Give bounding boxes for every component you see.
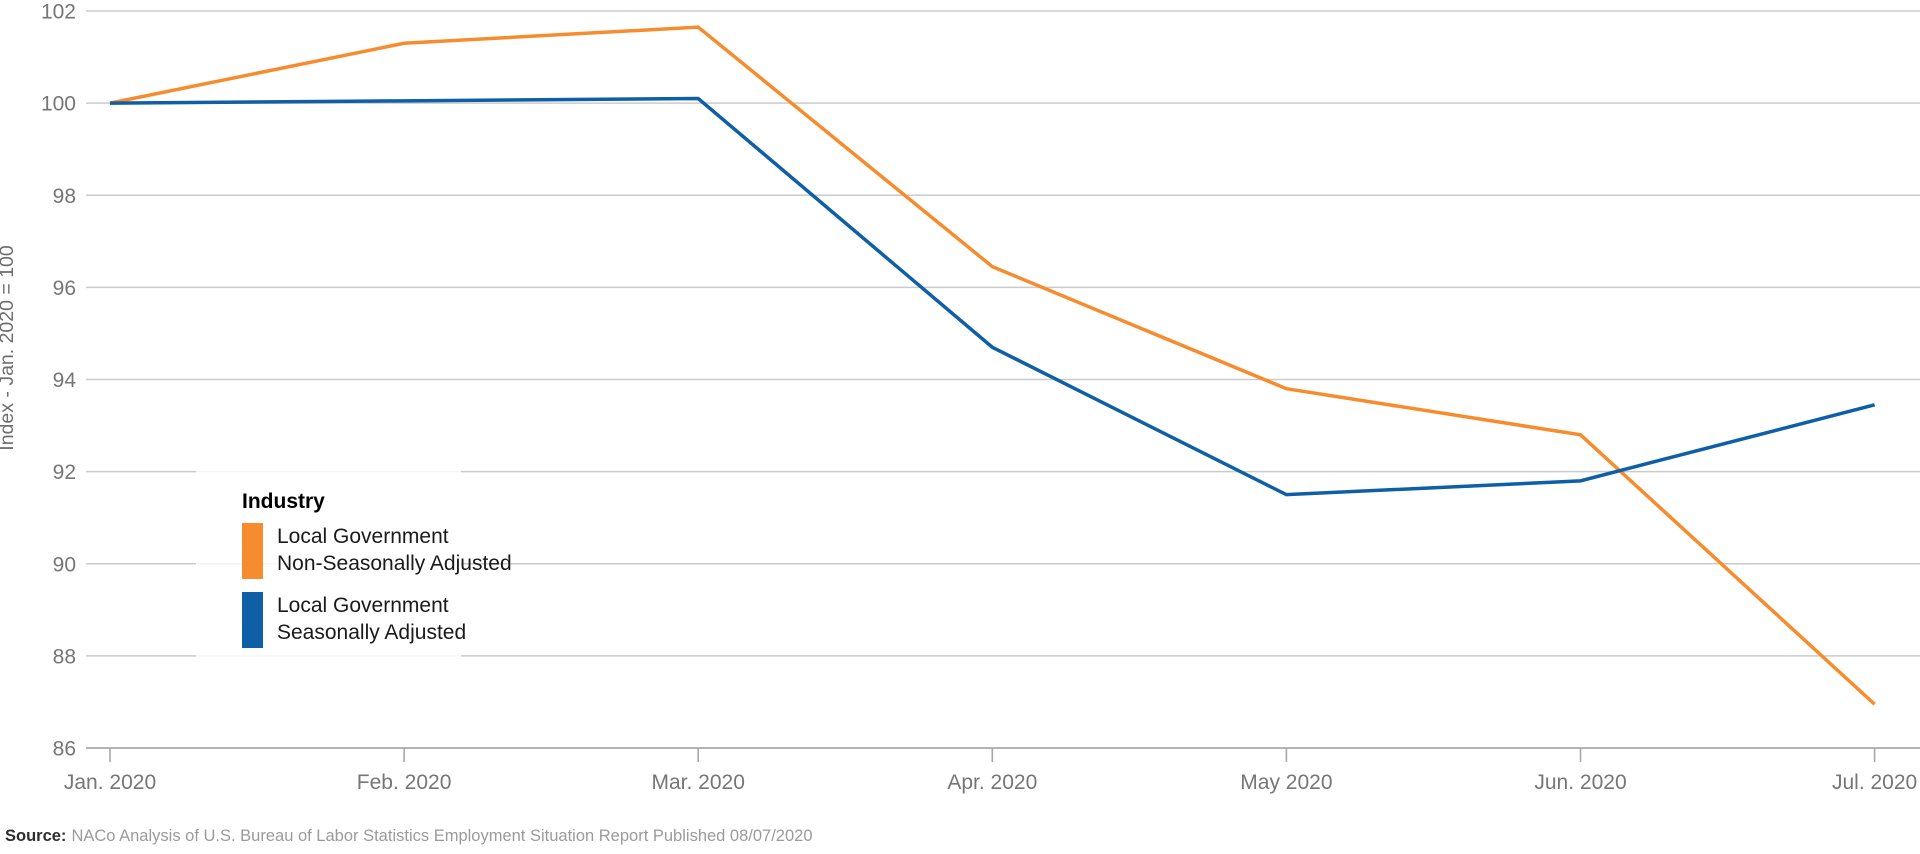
- y-tick-label: 100: [41, 93, 76, 116]
- legend-items: Local Government Non-Seasonally Adjusted L…: [242, 523, 512, 648]
- source-note: Source: NACo Analysis of U.S. Bureau of L…: [5, 827, 813, 846]
- legend-item: Local Government Seasonally Adjusted: [242, 592, 466, 648]
- y-tick-label: 92: [53, 461, 76, 484]
- y-tick-label: 96: [53, 277, 76, 300]
- x-tick-label: Feb. 2020: [357, 771, 452, 794]
- legend-title: Industry: [242, 490, 325, 513]
- y-tick-label: 102: [41, 1, 76, 24]
- legend-swatch: [242, 592, 263, 648]
- legend-label: Local Government Non-Seasonally Adjusted: [277, 525, 512, 575]
- source-text: NACo Analysis of U.S. Bureau of Labor St…: [71, 827, 813, 845]
- x-tick-label: May 2020: [1240, 771, 1332, 794]
- x-tick-label: Jun. 2020: [1534, 771, 1626, 794]
- legend-label: Local Government Seasonally Adjusted: [277, 594, 467, 644]
- legend-item: Local Government Non-Seasonally Adjusted: [242, 523, 512, 579]
- source-label: Source:: [5, 827, 67, 845]
- series-line-1: [109, 96, 1876, 497]
- y-tick-label: 86: [53, 738, 76, 761]
- y-tick-label: 88: [53, 645, 76, 668]
- series-line-0: [109, 25, 1876, 706]
- y-tick-label: 94: [53, 369, 77, 392]
- y-axis-title: Index - Jan. 2020 = 100: [0, 245, 18, 451]
- x-tick-label: Jul. 2020: [1832, 771, 1917, 794]
- x-tick-label: Mar. 2020: [651, 771, 744, 794]
- y-tick-label: 98: [53, 185, 76, 208]
- x-tick-label: Apr. 2020: [947, 771, 1037, 794]
- legend-swatch: [242, 523, 263, 579]
- chart-legend: Industry Local Government Non-Seasonally …: [196, 455, 512, 665]
- x-tick-label: Jan. 2020: [64, 771, 156, 794]
- y-tick-label: 90: [53, 553, 76, 576]
